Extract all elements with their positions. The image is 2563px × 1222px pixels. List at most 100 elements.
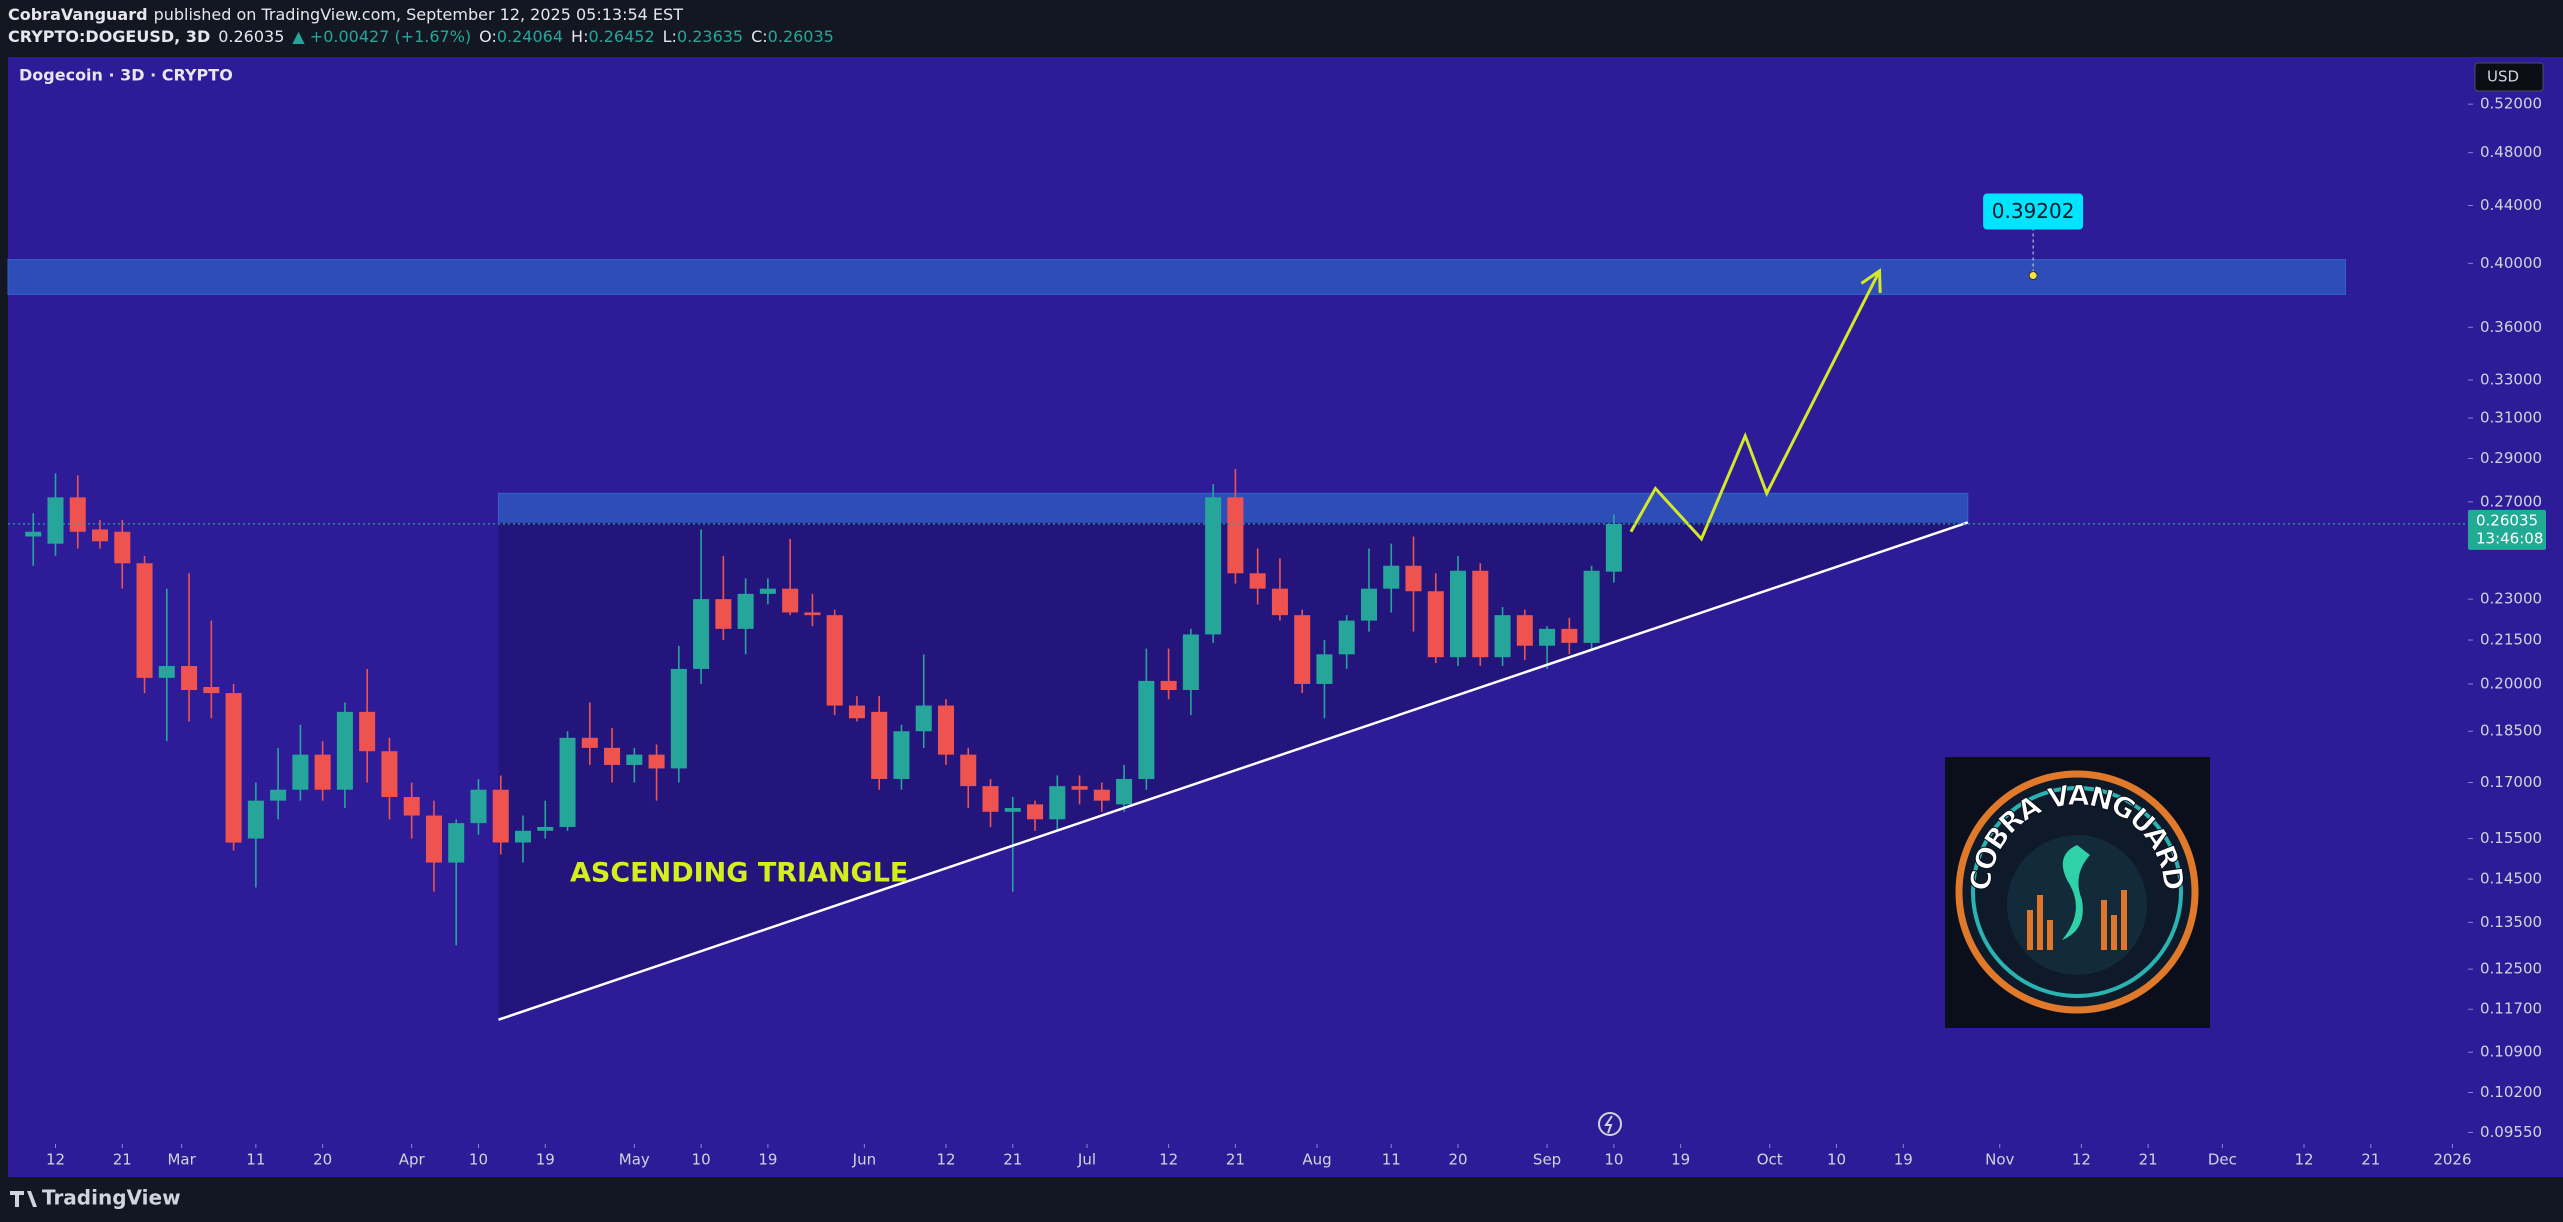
- candle-body: [1294, 615, 1311, 684]
- x-tick-label: May: [619, 1151, 650, 1169]
- logo-cobra: [2062, 845, 2090, 940]
- candle-body: [1160, 680, 1177, 691]
- x-tick-label: Jul: [1077, 1151, 1096, 1169]
- symbol: CRYPTO:DOGEUSD, 3D: [8, 27, 210, 46]
- x-tick-label: 19: [536, 1151, 555, 1169]
- candle-body: [826, 615, 843, 706]
- projection-arrowhead: [1860, 268, 1882, 293]
- price-axis: [2468, 57, 2563, 1144]
- candle-body: [737, 593, 754, 629]
- x-tick-label: 10: [1604, 1151, 1623, 1169]
- x-tick-label: 10: [1827, 1151, 1846, 1169]
- y-tick-label: 0.10900: [2480, 1043, 2542, 1061]
- currency-button[interactable]: [2474, 62, 2544, 92]
- ohlc-label: C:: [751, 27, 768, 46]
- candle-body: [359, 711, 376, 752]
- candle-body: [1205, 497, 1222, 635]
- candle-body: [1071, 786, 1088, 790]
- last-price: 0.26035: [218, 27, 284, 46]
- x-tick-label: Jun: [852, 1151, 876, 1169]
- candle-body: [181, 665, 198, 691]
- target-label-bg: [1983, 193, 2084, 230]
- candle-body: [1138, 680, 1155, 779]
- published: published on TradingView.com, September …: [154, 5, 684, 24]
- y-tick-label: 0.13500: [2480, 913, 2542, 931]
- candle-body: [514, 830, 532, 843]
- ohlc-label: H:: [571, 27, 588, 46]
- time-axis: [8, 1144, 2563, 1177]
- x-tick-label: 2026: [2433, 1151, 2471, 1169]
- y-tick-label: 0.14500: [2480, 870, 2542, 888]
- x-tick-label: 10: [469, 1151, 488, 1169]
- candle-body: [425, 815, 442, 863]
- candle-body: [937, 705, 955, 755]
- candle-body: [203, 686, 220, 694]
- x-tick-label: Dec: [2208, 1151, 2237, 1169]
- target-label: 0.39202: [1992, 199, 2075, 223]
- candle-body: [1338, 620, 1355, 655]
- currency[interactable]: USD: [2487, 68, 2519, 86]
- candle-body: [848, 705, 865, 719]
- candle-body: [960, 754, 977, 787]
- candle-body: [114, 531, 131, 564]
- logo: COBRA VANGUARD: [1945, 757, 2210, 1028]
- candle-body: [448, 823, 465, 863]
- x-tick-label: Mar: [167, 1151, 196, 1169]
- candle-body: [982, 786, 999, 812]
- y-tick-label: 0.21500: [2480, 631, 2542, 649]
- x-tick-label: Oct: [1757, 1151, 1783, 1169]
- candle-body: [381, 751, 398, 797]
- x-tick-label: 11: [246, 1151, 265, 1169]
- x-tick-label: 20: [313, 1151, 332, 1169]
- candle-body: [1583, 570, 1600, 643]
- candle-body: [1004, 808, 1021, 812]
- x-tick-label: Nov: [1985, 1151, 2014, 1169]
- ohlc-label: L:: [663, 27, 677, 46]
- candle-body: [759, 588, 776, 594]
- publisher: CobraVanguard: [8, 5, 148, 24]
- y-tick-label: 0.10200: [2480, 1083, 2542, 1101]
- candle-body: [537, 826, 554, 831]
- candle-body: [1561, 628, 1578, 643]
- chart-title: Dogecoin · 3D · CRYPTO: [19, 66, 233, 85]
- x-tick-label: 21: [1226, 1151, 1245, 1169]
- x-tick-label: 19: [758, 1151, 777, 1169]
- candle-body: [403, 796, 420, 816]
- candle-body: [292, 754, 309, 790]
- events-icon-bolt: [1604, 1115, 1613, 1134]
- x-tick-label: 12: [1159, 1151, 1178, 1169]
- x-tick-label: 12: [2294, 1151, 2313, 1169]
- candle-body: [1093, 789, 1110, 801]
- candle-body: [782, 588, 799, 613]
- candle-body: [1227, 497, 1244, 574]
- x-tick-label: 12: [936, 1151, 955, 1169]
- y-tick-label: 0.29000: [2480, 449, 2542, 467]
- candle-body: [247, 800, 264, 839]
- y-tick-label: 0.15500: [2480, 829, 2542, 847]
- y-tick-label: 0.44000: [2480, 196, 2542, 214]
- change: ▲ +0.00427 (+1.67%): [292, 27, 471, 46]
- ohlc-label: O:: [479, 27, 497, 46]
- pattern-label: ASCENDING TRIANGLE: [570, 858, 908, 889]
- x-tick-label: 11: [1382, 1151, 1401, 1169]
- candle-body: [715, 599, 732, 629]
- x-tick-label: 12: [2072, 1151, 2091, 1169]
- candle-body: [1605, 523, 1622, 572]
- brand-icon: [10, 1191, 37, 1207]
- candle-body: [1116, 778, 1133, 805]
- candle-body: [158, 665, 175, 678]
- candle-body: [1249, 573, 1266, 589]
- countdown: 13:46:08: [2476, 529, 2543, 547]
- x-tick-label: Aug: [1302, 1151, 1331, 1169]
- y-tick-label: 0.12500: [2480, 960, 2542, 978]
- y-tick-label: 0.40000: [2480, 254, 2542, 272]
- x-tick-label: Apr: [399, 1151, 426, 1169]
- candle-body: [1182, 634, 1199, 691]
- candle-body: [92, 529, 109, 542]
- candle-body: [804, 612, 821, 616]
- header-line-2: CRYPTO:DOGEUSD, 3D 0.26035 ▲ +0.00427 (+1.…: [8, 27, 834, 46]
- events-icon[interactable]: [1598, 1112, 1622, 1136]
- x-tick-label: 21: [2139, 1151, 2158, 1169]
- candle-body: [1539, 628, 1556, 646]
